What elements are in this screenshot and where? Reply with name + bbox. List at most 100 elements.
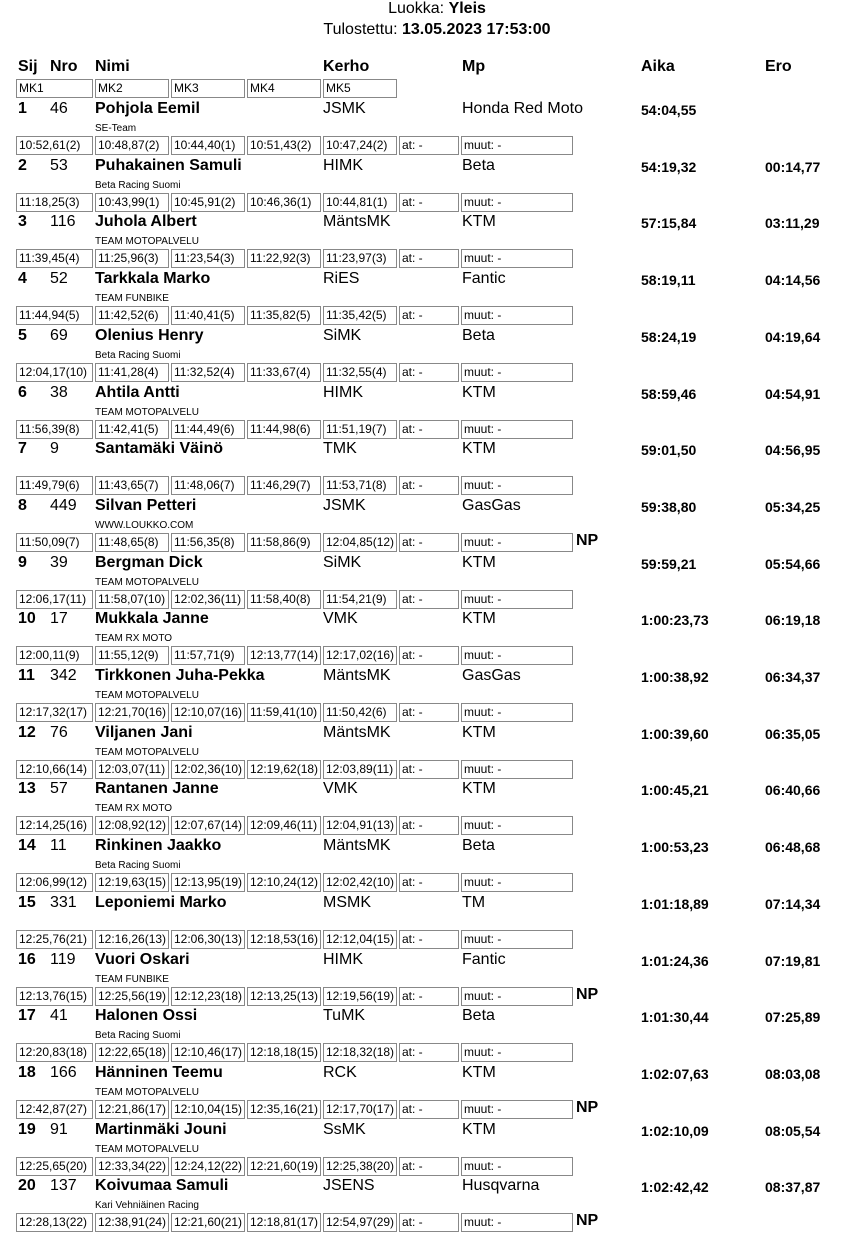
lap-time-2: 12:03,07(11) xyxy=(95,759,169,779)
muut-field: muut: - xyxy=(461,136,573,155)
position: 3 xyxy=(18,213,27,231)
lap-header-2: MK2 xyxy=(95,79,169,98)
number: 52 xyxy=(50,270,68,288)
club: TuMK xyxy=(323,1007,366,1025)
lap-time-4: 12:18,53(16) xyxy=(247,929,321,949)
np-flag: NP xyxy=(576,531,599,549)
number: 69 xyxy=(50,326,68,344)
lap-time-5: 10:44,81(1) xyxy=(323,192,397,212)
lap-time-4: 11:59,41(10) xyxy=(247,703,321,722)
lap-time-2: 11:48,65(8) xyxy=(95,532,169,552)
total-time: 1:01:24,36 xyxy=(641,952,709,969)
bike: TM xyxy=(462,893,486,911)
col-kerho: Kerho xyxy=(323,58,370,75)
bike: GasGas xyxy=(462,667,521,684)
lap-time-5: 11:54,21(9) xyxy=(323,589,397,609)
gap: 06:19,18 xyxy=(765,612,821,629)
at-field: at: - xyxy=(399,306,459,326)
lap-time-1: 12:04,17(10) xyxy=(16,362,93,382)
muut-field: muut: - xyxy=(461,816,573,836)
total-time: 1:00:53,23 xyxy=(641,839,709,856)
club: JSMK xyxy=(323,496,366,514)
printed-value: 13.05.2023 17:53:00 xyxy=(401,21,551,38)
team: TEAM FUNBIKE xyxy=(95,973,169,985)
rider-name: Bergman Dick xyxy=(95,553,203,571)
total-time: 1:00:38,92 xyxy=(641,669,709,685)
at-field: at: - xyxy=(399,703,459,722)
position: 20 xyxy=(18,1177,36,1195)
position: 7 xyxy=(18,440,27,458)
rider-name: Hänninen Teemu xyxy=(95,1063,223,1081)
position: 11 xyxy=(18,667,35,684)
total-time: 1:02:07,63 xyxy=(641,1065,709,1082)
number: 9 xyxy=(50,440,59,458)
position: 14 xyxy=(18,837,36,855)
muut-field: muut: - xyxy=(461,192,573,212)
club: VMK xyxy=(323,610,358,628)
lap-time-5: 12:19,56(19) xyxy=(323,986,397,1006)
col-sij: Sij xyxy=(18,58,38,75)
gap: 08:05,54 xyxy=(765,1122,821,1139)
total-time: 59:59,21 xyxy=(641,555,697,572)
rider-name: Pohjola Eemil xyxy=(95,100,200,117)
position: 17 xyxy=(18,1007,36,1025)
bike: Beta xyxy=(462,326,495,344)
lap-time-3: 11:56,35(8) xyxy=(171,532,245,552)
lap-time-1: 12:06,17(11) xyxy=(16,589,93,609)
team: TEAM FUNBIKE xyxy=(95,293,169,305)
lap-time-1: 12:25,76(21) xyxy=(16,929,93,949)
lap-time-5: 12:03,89(11) xyxy=(323,759,397,779)
muut-field: muut: - xyxy=(461,532,573,552)
club: TMK xyxy=(323,440,357,458)
muut-field: muut: - xyxy=(461,1213,573,1233)
number: 166 xyxy=(50,1063,77,1081)
gap: 06:34,37 xyxy=(765,669,821,685)
result-row: 7 9 Santamäki Väinö TMK KTM 59:01,50 04:56,95 1… xyxy=(0,440,868,497)
at-field: at: - xyxy=(399,589,459,609)
lap-time-3: 11:40,41(5) xyxy=(171,306,245,326)
rider-name: Rantanen Janne xyxy=(95,780,219,798)
rider-name: Martinmäki Jouni xyxy=(95,1120,227,1138)
lap-time-4: 12:18,81(17) xyxy=(247,1213,321,1233)
number: 137 xyxy=(50,1177,77,1195)
lap-time-3: 11:57,71(9) xyxy=(171,646,245,666)
lap-time-2: 10:43,99(1) xyxy=(95,192,169,212)
gap: 00:14,77 xyxy=(765,158,821,175)
total-time: 58:19,11 xyxy=(641,272,696,289)
gap: 05:54,66 xyxy=(765,555,821,572)
lap-time-3: 12:24,12(22) xyxy=(171,1156,245,1176)
at-field: at: - xyxy=(399,1156,459,1176)
lap-time-2: 11:25,96(3) xyxy=(95,249,169,269)
lap-time-1: 11:49,79(6) xyxy=(16,476,93,496)
lap-time-4: 12:10,24(12) xyxy=(247,873,321,893)
result-row: 2 53 Puhakainen Samuli HIMK Beta 54:19,32 00:1… xyxy=(0,157,868,214)
muut-field: muut: - xyxy=(461,1156,573,1176)
club: HIMK xyxy=(323,156,363,174)
result-row: 10 17 Mukkala Janne VMK KTM 1:00:23,73 06:19,1… xyxy=(0,610,868,667)
team: SE-Team xyxy=(95,123,137,134)
lap-time-2: 11:41,28(4) xyxy=(95,362,169,382)
result-row: 15 331 Leponiemi Marko MSMK TM 1:01:18,89 07:1… xyxy=(0,894,868,951)
total-time: 1:01:18,89 xyxy=(641,895,709,912)
bike: KTM xyxy=(462,213,496,231)
gap: 06:48,68 xyxy=(765,839,821,856)
bike: KTM xyxy=(462,610,496,628)
result-row: 20 137 Koivumaa Samuli JSENS Husqvarna 1:02:4… xyxy=(0,1177,868,1234)
lap-time-2: 11:58,07(10) xyxy=(95,589,169,609)
number: 116 xyxy=(50,213,76,231)
lap-time-4: 11:44,98(6) xyxy=(247,419,321,439)
lap-time-1: 11:56,39(8) xyxy=(16,419,93,439)
col-ero: Ero xyxy=(765,58,792,75)
muut-field: muut: - xyxy=(461,1043,573,1063)
gap: 03:11,29 xyxy=(765,215,820,232)
at-field: at: - xyxy=(399,419,459,439)
team: TEAM MOTOPALVELU xyxy=(95,746,199,758)
lap-time-3: 10:44,40(1) xyxy=(171,136,245,155)
lap-time-3: 12:02,36(11) xyxy=(171,589,245,609)
rider-name: Santamäki Väinö xyxy=(95,440,224,458)
team: Beta Racing Suomi xyxy=(95,1030,181,1042)
club: SiMK xyxy=(323,553,362,571)
lap-time-2: 12:38,91(24) xyxy=(95,1213,169,1233)
np-flag: NP xyxy=(576,1098,599,1116)
lap-time-5: 12:25,38(20) xyxy=(323,1156,397,1176)
